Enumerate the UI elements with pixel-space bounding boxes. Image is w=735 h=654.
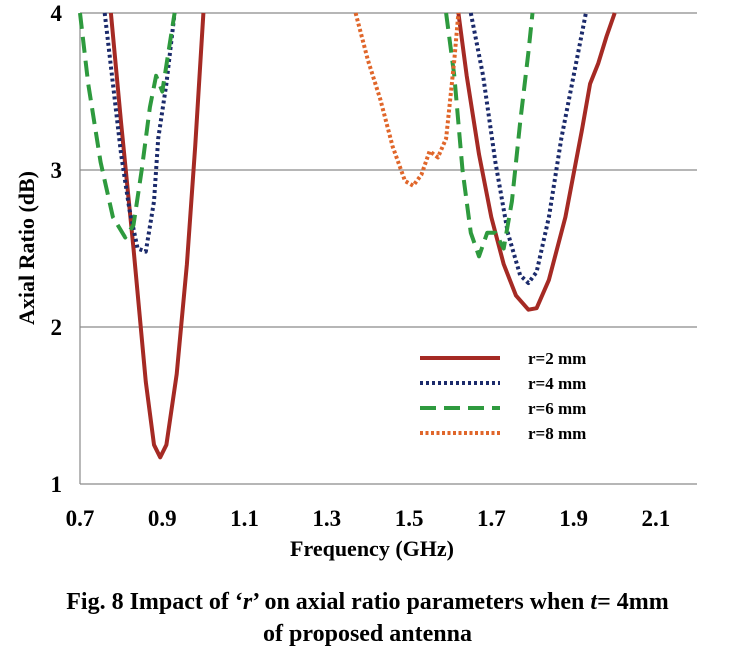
- y-tick-label: 3: [51, 158, 63, 183]
- y-tick-label: 2: [51, 315, 63, 340]
- x-tick-label: 0.7: [66, 506, 95, 531]
- series-line-r-2-mm-part-1: [108, 12, 206, 460]
- y-axis-title: Axial Ratio (dB): [14, 171, 39, 325]
- caption-middle: ’ on axial ratio parameters when: [252, 589, 591, 615]
- caption-variable-r: r: [242, 589, 253, 615]
- caption-prefix: Fig. 8 Impact of ‘: [66, 589, 243, 615]
- series-line-r-8-mm-part-1: [353, 12, 461, 188]
- series-line-r-4-mm-part-2: [468, 12, 588, 285]
- caption-line-2-text: of proposed antenna: [263, 621, 472, 647]
- x-axis-title: Frequency (GHz): [290, 536, 454, 561]
- legend-label: r=4 mm: [528, 374, 586, 393]
- y-tick-label: 4: [51, 1, 63, 26]
- plot-series: [78, 12, 617, 460]
- x-tick-label: 1.3: [312, 506, 341, 531]
- y-tick-label: 1: [51, 472, 63, 497]
- legend-label: r=6 mm: [528, 399, 586, 418]
- caption-suffix: = 4mm: [597, 589, 669, 615]
- x-tick-label: 1.5: [395, 506, 424, 531]
- x-tick-label: 1.1: [230, 506, 259, 531]
- legend-label: r=8 mm: [528, 424, 586, 443]
- legend-label: r=2 mm: [528, 349, 586, 368]
- figure-caption-line-1: Fig. 8 Impact of ‘r’ on axial ratio para…: [0, 586, 735, 618]
- series-line-r-6-mm-part-2: [444, 12, 535, 259]
- series-line-r-4-mm-part-1: [102, 12, 177, 254]
- tick-labels: 0.7 0.9 1.1 1.3 1.5 1.7 1.9 2.1 1 2 3 4: [51, 1, 671, 531]
- axial-ratio-chart: 0.7 0.9 1.1 1.3 1.5 1.7 1.9 2.1 1 2 3 4 Frequency (…: [14, 1, 697, 561]
- figure-caption-line-2: of proposed antenna: [0, 618, 735, 650]
- x-tick-label: 2.1: [641, 506, 670, 531]
- series-line-r-2-mm-part-2: [456, 12, 617, 312]
- series-line-r-6-mm-part-1: [78, 12, 177, 240]
- legend: r=2 mm r=4 mm r=6 mm r=8 mm: [420, 349, 586, 443]
- x-tick-label: 1.9: [559, 506, 588, 531]
- x-tick-label: 0.9: [148, 506, 177, 531]
- caption-variable-t: t: [590, 589, 598, 615]
- x-tick-label: 1.7: [477, 506, 506, 531]
- grid-lines: [79, 12, 697, 485]
